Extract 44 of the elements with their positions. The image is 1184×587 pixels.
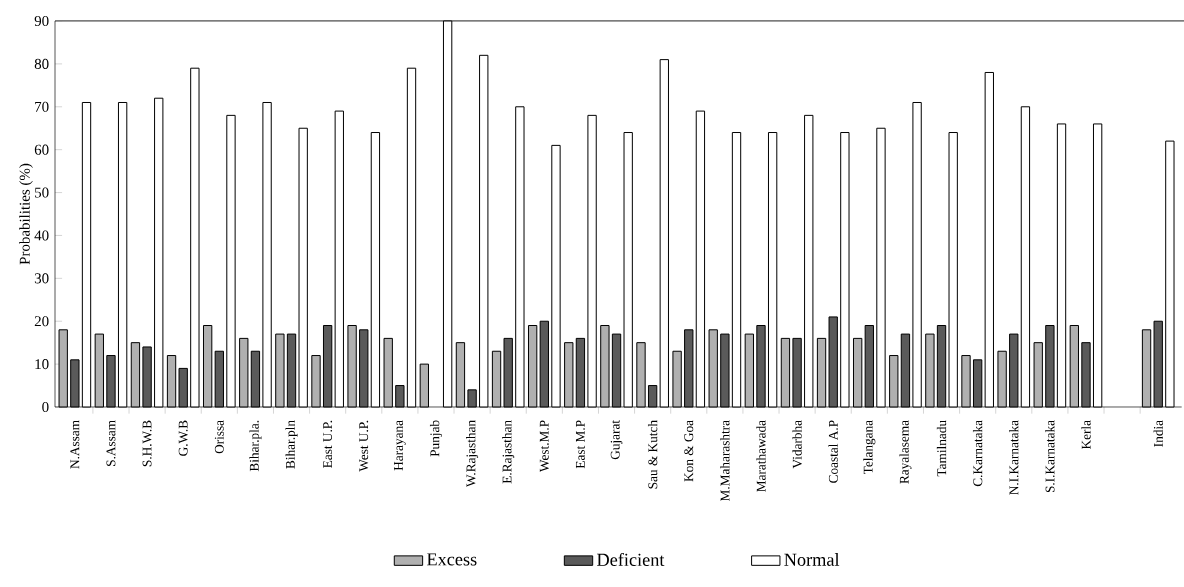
y-tick-label: 20 [34,316,49,327]
x-tick-label: S.H.W.B [142,420,152,467]
y-tick-label: 10 [35,359,49,370]
x-tick-label: S.Assam [106,420,116,466]
x-tick-label: Marathawada [756,420,766,492]
x-tick-label: W.Rajasthan [466,420,479,487]
x-tick-label: Rayalasema [899,420,912,484]
y-axis-title: Probabilities (%) [19,163,33,265]
x-tick-label: Telangana [863,420,876,475]
y-tick-label: 80 [34,58,49,69]
x-tick-label: West.M.P [539,420,549,473]
y-tick-label: 70 [35,101,49,112]
x-tick-label: Kerla [1081,420,1091,450]
x-tick-label: Harayana [394,420,406,471]
x-tick-label: Bihar.pla. [249,420,262,472]
x-tick-label: Kon & Goa [684,420,694,482]
legend-label: Excess [426,553,477,566]
x-tick-label: Orissa [214,420,224,454]
legend-label: Normal [784,553,840,566]
x-tick-label: C.Karnataka [972,420,983,487]
x-tick-label: Punjab [429,420,443,457]
x-tick-label: Gujarat [610,420,623,460]
y-tick-label: 90 [34,15,49,27]
x-tick-label: N.I.Karnataka [1009,420,1019,495]
x-tick-label: N.Assam [70,420,80,469]
x-tick-label: Tamilnadu [936,420,947,477]
x-tick-label: M.Maharashtra [720,420,730,502]
x-tick-label: West U.P. [359,420,369,472]
x-tick-label: India [1153,420,1163,447]
y-tick-label: 30 [34,273,49,284]
x-tick-label: East U.P. [323,420,333,468]
y-tick-label: 60 [34,144,49,155]
x-tick-label: East M.P [575,420,585,469]
y-tick-label: 50 [35,187,49,198]
x-tick-label: S.I.Karnataka [1045,420,1055,493]
x-tick-label: E.Rajasthan [502,420,515,484]
y-tick-label: 0 [42,401,49,413]
x-tick-label: Bihar.pln [285,420,298,469]
x-tick-label: Sau & Kutch [647,420,658,489]
x-tick-label: Vidarbha [792,420,802,469]
x-tick-label: Coastal A.P [828,420,838,483]
y-tick-label: 40 [34,230,49,241]
x-tick-label: G.W.B [178,420,188,456]
legend-label: Deficient [597,552,665,566]
